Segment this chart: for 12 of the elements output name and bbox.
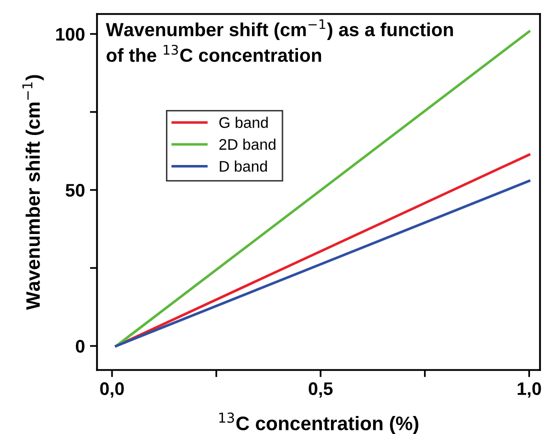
y-axis-title: Wavenumber shift (cm$^{−1}$) bbox=[22, 75, 44, 310]
x-tick-label: 0,5 bbox=[308, 382, 333, 398]
x-tick-label: 0,0 bbox=[100, 382, 124, 398]
chart-title: Wavenumber shift (cm$^{−1}$) as a function of the $^{13}$C concentration bbox=[106, 19, 453, 62]
y-tick-label: 0 bbox=[76, 340, 84, 353]
legend-label: G band bbox=[219, 116, 268, 128]
legend-label: D band bbox=[220, 160, 267, 172]
legend-label: 2D band bbox=[219, 138, 276, 150]
x-tick-label: 1,0 bbox=[518, 382, 541, 398]
x-axis-title: $^{13}$C concentration (%) bbox=[219, 412, 418, 434]
y-tick-label: 100 bbox=[56, 28, 84, 41]
y-tick-label: 50 bbox=[66, 184, 84, 197]
